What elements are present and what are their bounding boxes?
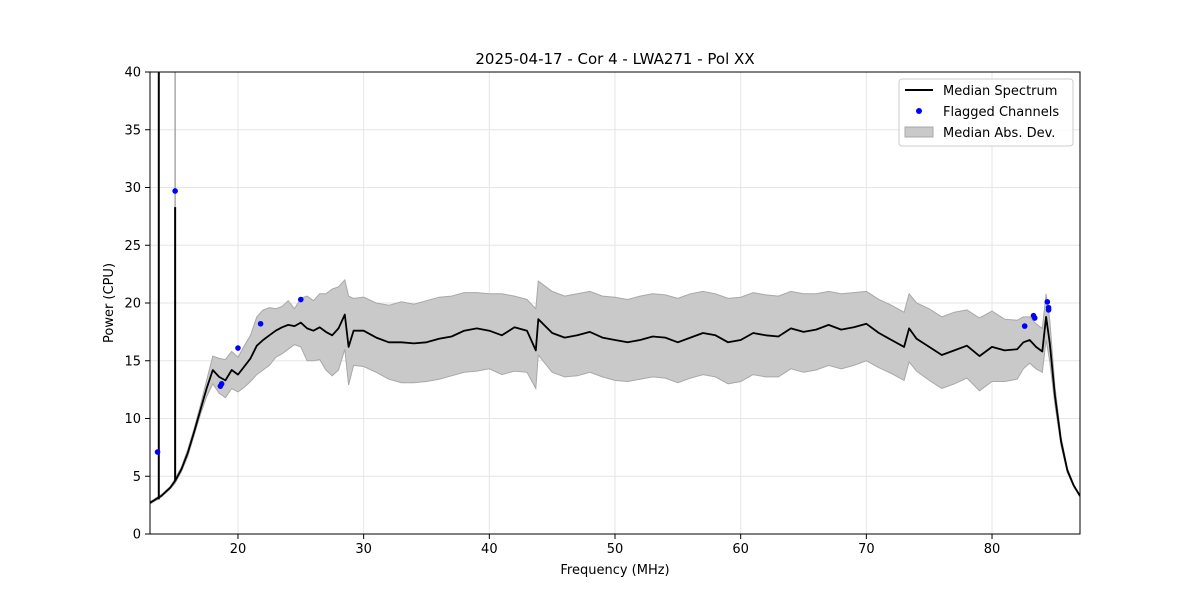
flagged-channel-point — [172, 188, 178, 194]
y-tick-label: 40 — [124, 66, 141, 81]
x-tick-label: 60 — [732, 542, 749, 557]
flagged-channels-layer — [154, 188, 1052, 455]
mad-band — [150, 278, 1080, 505]
chart-title: 2025-04-17 - Cor 4 - LWA271 - Pol XX — [475, 50, 754, 68]
legend-flagged-swatch — [916, 108, 922, 114]
y-tick-label: 0 — [133, 528, 141, 543]
median-spectrum-layer — [150, 72, 1080, 504]
y-tick-label: 5 — [133, 470, 141, 485]
x-tick-label: 70 — [858, 542, 875, 557]
flagged-channel-point — [1044, 299, 1051, 305]
flagged-channel-point — [1021, 323, 1028, 329]
y-tick-label: 25 — [124, 239, 141, 254]
x-axis-label: Frequency (MHz) — [560, 563, 669, 578]
y-axis-ticks: 0 5 10 15 20 25 30 35 40 — [124, 66, 150, 543]
flagged-channel-point — [218, 381, 225, 387]
y-tick-label: 10 — [124, 412, 141, 427]
y-tick-label: 35 — [124, 123, 141, 138]
x-axis-ticks: 20 30 40 50 60 70 80 — [230, 534, 1001, 557]
median-spectrum-line — [150, 313, 1080, 504]
y-tick-label: 30 — [124, 181, 141, 196]
legend-label-flagged: Flagged Channels — [943, 105, 1059, 120]
legend-label-mad: Median Abs. Dev. — [943, 126, 1055, 141]
flagged-channel-point — [154, 449, 161, 455]
flagged-channel-point — [298, 296, 304, 303]
flagged-channel-point — [1045, 307, 1052, 313]
x-tick-label: 20 — [230, 542, 247, 557]
y-tick-label: 20 — [124, 297, 141, 312]
legend-label-median: Median Spectrum — [943, 84, 1057, 99]
x-tick-label: 30 — [355, 542, 372, 557]
flagged-channel-point — [257, 320, 264, 327]
y-tick-label: 15 — [124, 354, 141, 369]
flagged-channel-point — [1031, 315, 1038, 321]
legend-mad-swatch — [904, 126, 934, 138]
legend: Median Spectrum Flagged Channels Median … — [898, 78, 1074, 147]
y-axis-label: Power (CPU) — [102, 263, 117, 343]
legend-box — [898, 78, 1074, 147]
x-tick-label: 50 — [607, 542, 624, 557]
x-tick-label: 80 — [984, 542, 1001, 557]
x-tick-label: 40 — [481, 542, 498, 557]
flagged-channel-point — [235, 345, 241, 351]
